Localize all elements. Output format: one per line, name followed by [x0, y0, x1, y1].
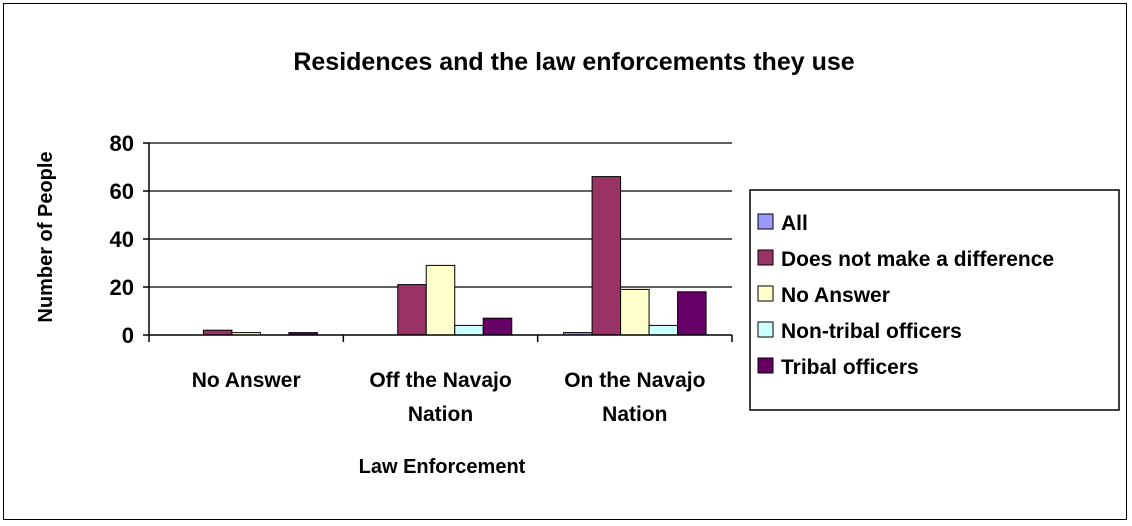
legend: All Does not make a difference No Answer No…: [750, 190, 1119, 410]
bars: [203, 177, 706, 335]
x-tick-label: Off the Navajo: [369, 369, 511, 392]
x-tick-label: Nation: [408, 403, 473, 426]
x-axis-label: Law Enforcement: [359, 456, 526, 478]
bar: [621, 289, 650, 335]
bar: [678, 292, 707, 335]
chart-title: Residences and the law enforcements they…: [293, 48, 854, 76]
legend-label: Tribal officers: [781, 356, 919, 379]
y-tick-label: 0: [122, 323, 134, 348]
x-tick-label: On the Navajo: [564, 369, 705, 392]
y-tick-label: 60: [110, 179, 134, 204]
legend-swatch: [758, 250, 773, 265]
chart-svg: Residences and the law enforcements they…: [4, 4, 1128, 521]
legend-swatch: [758, 286, 773, 301]
legend-label: Non-tribal officers: [781, 320, 962, 343]
legend-swatch: [758, 358, 773, 373]
x-tick-labels: No Answer Off the Navajo Nation On the Nava…: [192, 369, 706, 426]
bar: [592, 177, 621, 335]
chart-frame: Residences and the law enforcements they…: [3, 3, 1127, 520]
bar: [649, 325, 678, 335]
y-tick-label: 80: [110, 131, 134, 156]
x-tick-label: No Answer: [192, 369, 301, 392]
legend-swatch: [758, 322, 773, 337]
y-tick-labels: 0 20 40 60 80: [110, 131, 134, 348]
x-tick-label: Nation: [602, 403, 667, 426]
bar: [483, 318, 512, 335]
bar: [455, 325, 484, 335]
y-tick-label: 20: [110, 275, 134, 300]
y-axis-label: Number of People: [35, 151, 57, 322]
legend-label: Does not make a difference: [781, 248, 1054, 271]
y-tick-label: 40: [110, 227, 134, 252]
legend-swatch: [758, 214, 773, 229]
bar: [398, 285, 427, 335]
legend-label: No Answer: [781, 284, 890, 307]
legend-label: All: [781, 212, 808, 235]
bar: [426, 265, 455, 335]
